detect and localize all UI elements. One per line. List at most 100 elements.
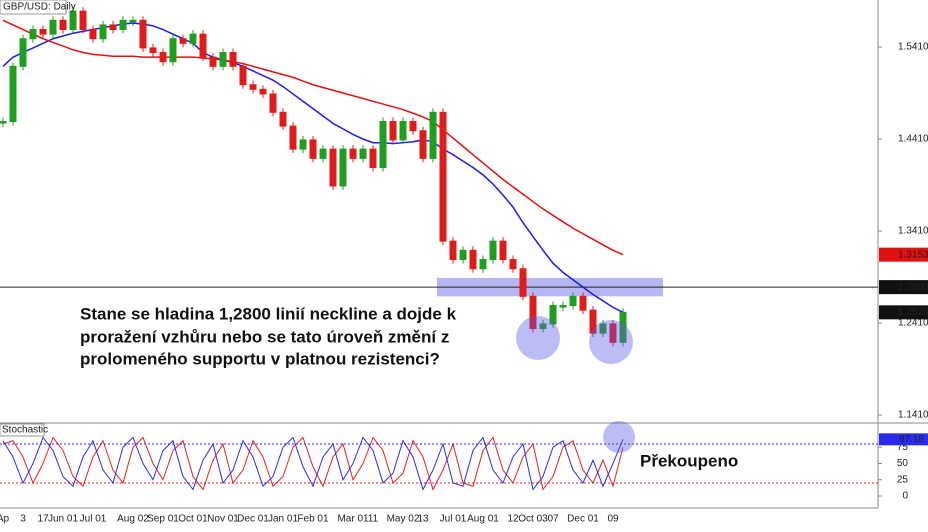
candle-body: [59, 19, 67, 31]
moving-average: [2, 19, 624, 256]
candle-body: [19, 38, 27, 67]
price-label-box: [879, 247, 928, 262]
candle-body: [409, 121, 417, 132]
candle-body: [539, 323, 547, 330]
candle-body: [479, 259, 487, 270]
x-tick-label: Oct 01: [178, 514, 208, 525]
x-tick-label: Jun 01: [48, 514, 78, 525]
x-tick-label: Feb 01: [297, 514, 329, 525]
candle-body: [529, 295, 537, 330]
candle-body: [359, 148, 367, 159]
overbought-highlight: [603, 421, 635, 453]
candle-body: [449, 240, 457, 261]
candle-body: [139, 19, 147, 49]
price-label: 1.2526: [898, 307, 928, 318]
candle-body: [279, 111, 287, 127]
x-tick-label: 07: [547, 514, 559, 525]
annotation: prolomeného supportu v platnou rezistenc…: [80, 349, 440, 368]
x-tick-label: Oct 03: [518, 514, 548, 525]
candle-body: [469, 249, 477, 270]
x-tick-label: Dec 01: [237, 514, 269, 525]
price-label: 1.3153: [898, 249, 928, 260]
candle-body: [509, 259, 517, 270]
y-tick-label: 1.1410: [898, 410, 928, 421]
oscillator-line: [2, 436, 624, 491]
x-tick-label: 13: [417, 514, 429, 525]
candle-body: [259, 88, 267, 95]
annotation: Překoupeno: [640, 451, 738, 470]
x-tick-label: 09: [607, 514, 619, 525]
value-label-box: [879, 433, 928, 446]
candle-body: [439, 111, 447, 242]
candle-body: [309, 139, 317, 159]
candle-body: [319, 148, 327, 159]
candle-body: [459, 249, 467, 261]
candle-body: [159, 52, 167, 63]
candle-body: [119, 19, 127, 31]
candle-body: [209, 56, 217, 67]
candle-body: [489, 240, 497, 261]
y-tick-label: 1.2410: [898, 318, 928, 329]
candle-body: [79, 10, 87, 31]
candle-body: [289, 125, 297, 150]
x-tick-label: Aug 01: [467, 514, 499, 525]
candle-body: [129, 19, 137, 23]
candle-body: [249, 84, 257, 90]
candle-body: [579, 295, 587, 311]
candle-body: [499, 240, 507, 261]
indicator-title: Stochastic: [2, 425, 48, 436]
candle-body: [399, 121, 407, 141]
price-label: 1.2800: [898, 282, 928, 293]
x-tick-label: 17: [37, 514, 49, 525]
y-tick-label: 1.5410: [898, 42, 928, 53]
x-tick-label: Jul 01: [80, 514, 107, 525]
candle-body: [339, 148, 347, 187]
candle-body: [589, 309, 597, 334]
candle-body: [39, 29, 47, 35]
indicator-title-box: [0, 423, 45, 437]
candle-body: [429, 111, 437, 159]
x-tick-label: Mar 01: [337, 514, 369, 525]
chart-title: GBP/USD: Daily: [3, 2, 76, 13]
title-box: [0, 0, 67, 15]
candle-body: [9, 65, 17, 123]
value-label: 87.18: [899, 434, 924, 445]
x-tick-label: Ap: [0, 514, 10, 525]
x-tick-label: Nov 01: [207, 514, 239, 525]
candle-body: [229, 52, 237, 67]
candle-body: [599, 323, 607, 334]
candle-body: [109, 24, 117, 31]
candle-body: [369, 148, 377, 169]
candle-body: [29, 29, 37, 40]
candle-body: [549, 305, 557, 325]
oscillator-line: [2, 436, 624, 491]
annotation: Stane se hladina 1,2800 linií neckline a…: [80, 304, 457, 323]
candle-body: [219, 52, 227, 67]
x-tick-label: Jan 01: [268, 514, 298, 525]
y-tick-label: 25: [897, 474, 909, 485]
candle-body: [0, 121, 7, 124]
y-tick-label: 75: [897, 442, 909, 453]
candle-body: [89, 29, 97, 40]
x-tick-label: 3: [20, 514, 26, 525]
y-tick-label: 50: [897, 458, 909, 469]
candle-body: [239, 65, 247, 86]
candle-body: [149, 47, 157, 54]
y-tick-label: 1.3410: [898, 226, 928, 237]
shoulder-highlight: [516, 316, 560, 360]
candle-body: [329, 148, 337, 187]
x-tick-label: Sep 01: [147, 514, 179, 525]
x-tick-label: Jul 01: [440, 514, 467, 525]
price-label-box: [879, 280, 928, 295]
candle-body: [299, 139, 307, 150]
candle-body: [619, 311, 627, 343]
candle-body: [419, 130, 427, 159]
annotation: proražení vzhůru nebo se tato úroveň změ…: [80, 327, 449, 346]
y-tick-label: 1.4410: [898, 134, 928, 145]
candle-body: [49, 19, 57, 35]
candle-body: [609, 323, 617, 343]
candle-body: [189, 33, 197, 44]
